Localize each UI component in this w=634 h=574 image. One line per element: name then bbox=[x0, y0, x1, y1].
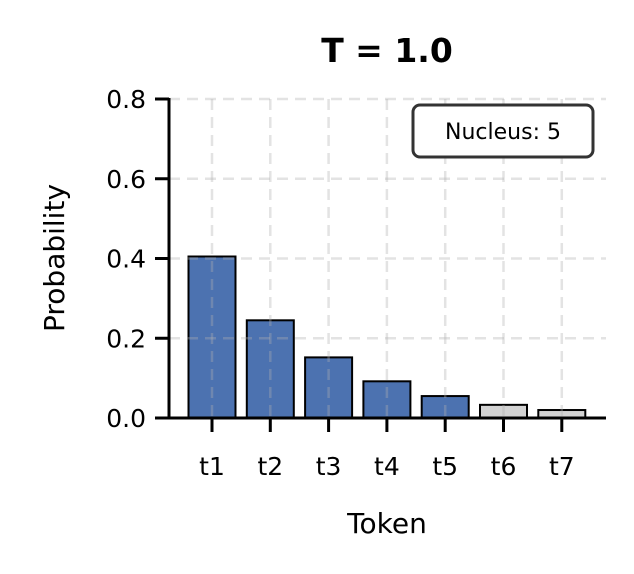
x-tick-label: t7 bbox=[549, 452, 575, 481]
nucleus-annotation: Nucleus: 5 bbox=[411, 103, 595, 159]
bar-t4 bbox=[362, 380, 412, 420]
y-tick-label: 0.0 bbox=[106, 404, 146, 433]
y-tick-label: 0.6 bbox=[106, 165, 146, 194]
bars bbox=[187, 255, 587, 420]
annotation-text: Nucleus: 5 bbox=[445, 120, 561, 145]
x-tick-labels: t1 t2 t3 t4 t5 t6 t7 bbox=[199, 452, 575, 481]
bar-t1 bbox=[187, 255, 237, 419]
annotation-box bbox=[411, 103, 595, 159]
y-tick-label: 0.2 bbox=[106, 324, 146, 353]
x-tick-label: t4 bbox=[374, 452, 400, 481]
x-tick-label: t3 bbox=[316, 452, 342, 481]
axes bbox=[155, 97, 606, 432]
y-tick-label: 0.8 bbox=[106, 85, 146, 114]
y-tick-labels: 0.0 0.2 0.4 0.6 0.8 bbox=[106, 85, 146, 433]
y-tick-label: 0.4 bbox=[106, 245, 146, 274]
y-axis-label: Probability bbox=[38, 184, 71, 332]
bar-t2 bbox=[245, 319, 295, 419]
x-tick-label: t5 bbox=[432, 452, 458, 481]
x-tick-label: t2 bbox=[257, 452, 283, 481]
chart-title: T = 1.0 bbox=[321, 31, 453, 70]
x-axis-label: Token bbox=[346, 507, 427, 540]
x-tick-label: t6 bbox=[491, 452, 517, 481]
x-tick-label: t1 bbox=[199, 452, 225, 481]
